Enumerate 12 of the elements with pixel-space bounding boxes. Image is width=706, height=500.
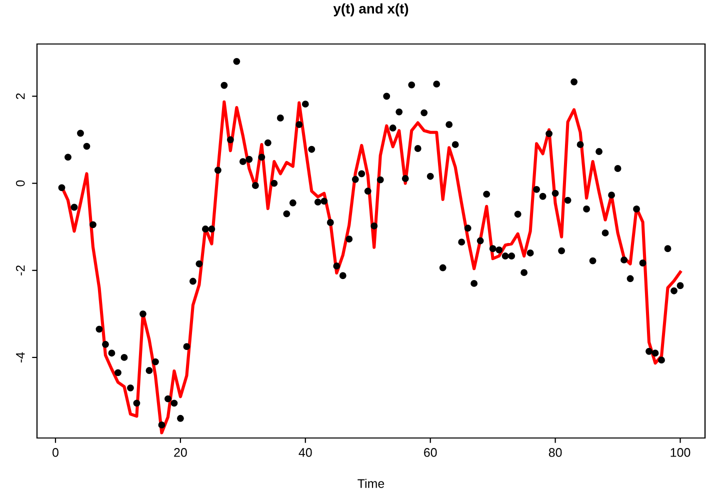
y-tick-label: -2 bbox=[16, 265, 25, 276]
y-tick-label: 2 bbox=[16, 93, 25, 100]
x-tick-label: 20 bbox=[174, 448, 187, 457]
chart-title: y(t) and x(t) bbox=[333, 3, 408, 16]
x-tick-label: 60 bbox=[424, 448, 437, 457]
x-tick-label: 0 bbox=[52, 448, 58, 457]
x-tick-label: 40 bbox=[298, 448, 312, 457]
y-tick-label: -4 bbox=[16, 352, 25, 362]
y-tick-label: 0 bbox=[16, 180, 25, 186]
x-tick-label: 80 bbox=[548, 448, 562, 457]
x-tick-label: 100 bbox=[670, 448, 690, 457]
x-axis-title: Time bbox=[358, 478, 384, 488]
